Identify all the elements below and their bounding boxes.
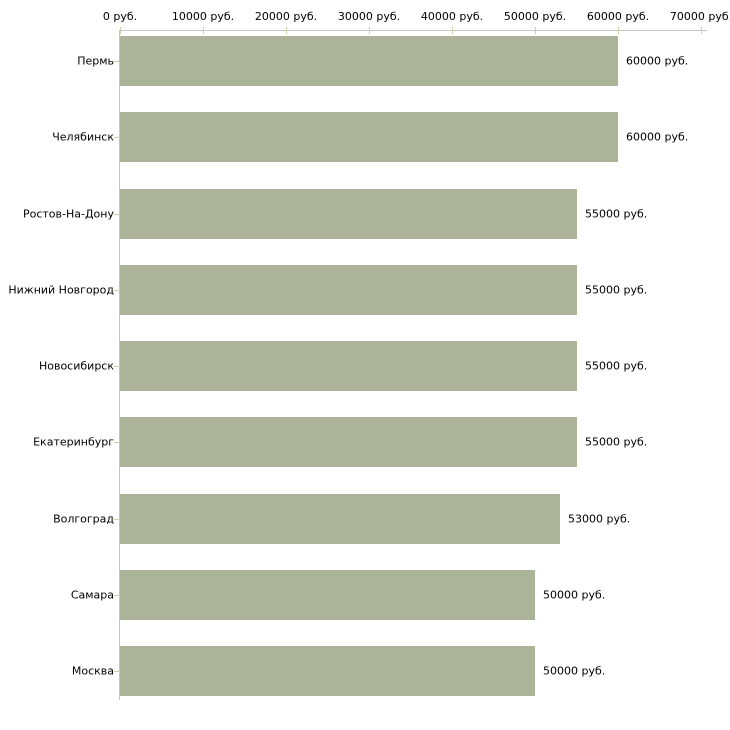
bar [120,36,618,86]
bar [120,341,577,391]
category-label: Нижний Новгород [8,283,114,297]
x-axis-tick-label: 20000 руб. [254,10,318,23]
value-label: 55000 руб. [585,359,648,373]
value-label: 53000 руб. [568,512,631,525]
value-label: 60000 руб. [626,54,689,68]
category-tick-mark [114,137,120,138]
category-tick-mark [114,290,120,291]
category-label: Ростов-На-Дону [22,207,114,220]
x-axis-tick-label: 50000 руб. [503,10,567,23]
y-axis-line [119,30,120,700]
category-label: Новосибирск [38,359,114,373]
x-axis-tick-mark [535,27,536,34]
x-axis-tick-mark [286,27,287,34]
category-tick-mark [114,442,120,443]
category-label: Екатеринбург [33,435,114,449]
bar [120,570,535,620]
x-axis-tick-mark [369,27,370,34]
x-axis-tick-label: 70000 руб. [669,10,730,23]
x-axis-tick-mark [618,27,619,34]
x-axis-tick-label: 30000 руб. [337,10,401,23]
value-label: 55000 руб. [585,207,648,220]
value-label: 50000 руб. [543,588,606,602]
category-label: Челябинск [52,130,114,144]
value-label: 55000 руб. [585,435,648,449]
category-label: Москва [71,664,114,678]
x-axis-line [120,30,707,31]
x-axis-tick-mark [120,27,121,34]
bar [120,417,577,467]
x-axis-tick-label: 0 руб. [102,10,138,23]
x-axis-tick-mark [452,27,453,34]
bar [120,112,618,162]
category-tick-mark [114,61,120,62]
category-label: Самара [70,588,114,602]
bar [120,265,577,315]
bar [120,646,535,696]
category-tick-mark [114,671,120,672]
bar [120,494,560,544]
category-tick-mark [114,366,120,367]
x-axis-tick-label: 60000 руб. [586,10,650,23]
category-label: Пермь [77,54,114,68]
x-axis-tick-label: 40000 руб. [420,10,484,23]
category-tick-mark [114,595,120,596]
x-axis-tick-mark [203,27,204,34]
category-tick-mark [114,214,120,215]
value-label: 60000 руб. [626,130,689,144]
category-tick-mark [114,519,120,520]
x-axis-tick-label: 10000 руб. [171,10,235,23]
bar [120,189,577,239]
category-label: Волгоград [53,512,114,525]
x-axis-tick-mark [701,27,702,34]
value-label: 50000 руб. [543,664,606,678]
value-label: 55000 руб. [585,283,648,297]
